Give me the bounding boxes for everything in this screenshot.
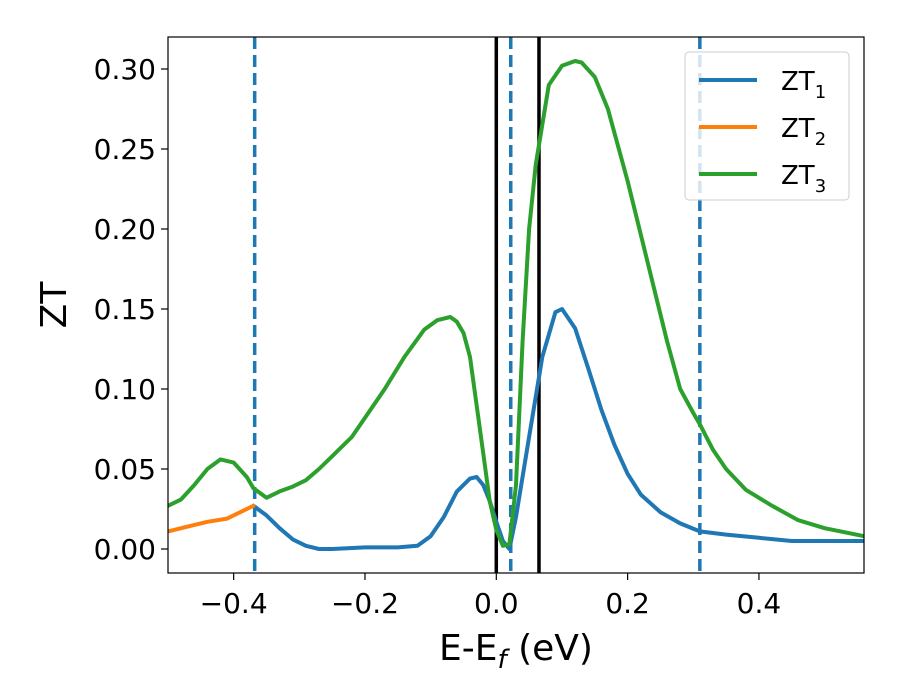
plot-area [168, 37, 864, 573]
legend-entry-zt2: ZT2 [781, 114, 826, 150]
legend-entry-zt3: ZT3 [781, 161, 826, 197]
y-axis-label: ZT [34, 281, 75, 329]
axes-frame [167, 36, 865, 574]
x-tick-label: 0.0 [474, 587, 519, 620]
series-line-zt3 [168, 59, 864, 548]
y-tick-label: 0.20 [94, 213, 156, 246]
x-axis-label-unit: (eV) [507, 628, 593, 669]
legend-entry-zt1: ZT1 [781, 67, 826, 103]
series-line-zt2 [168, 503, 256, 534]
series-line-zt1 [251, 307, 864, 551]
x-tick-label: 0.4 [737, 587, 782, 620]
y-tick-label: 0.05 [94, 453, 156, 486]
y-tick-label: 0.00 [94, 533, 156, 566]
x-tick-label: −0.2 [331, 587, 399, 620]
x-axis-label: E-Ef (eV) [439, 628, 593, 675]
x-tick-label: −0.4 [200, 587, 268, 620]
x-axis-ticks: −0.4 −0.2 0.0 0.2 0.4 [200, 573, 782, 620]
legend-box [684, 51, 850, 201]
y-tick-label: 0.10 [94, 373, 156, 406]
y-tick-label: 0.15 [94, 293, 156, 326]
y-axis-ticks: 0.00 0.05 0.10 0.15 0.20 0.25 0.30 [94, 53, 168, 566]
legend: ZT1 ZT2 ZT3 [684, 51, 850, 201]
y-tick-label: 0.25 [94, 133, 156, 166]
x-tick-label: 0.2 [605, 587, 650, 620]
y-tick-label: 0.30 [94, 53, 156, 86]
